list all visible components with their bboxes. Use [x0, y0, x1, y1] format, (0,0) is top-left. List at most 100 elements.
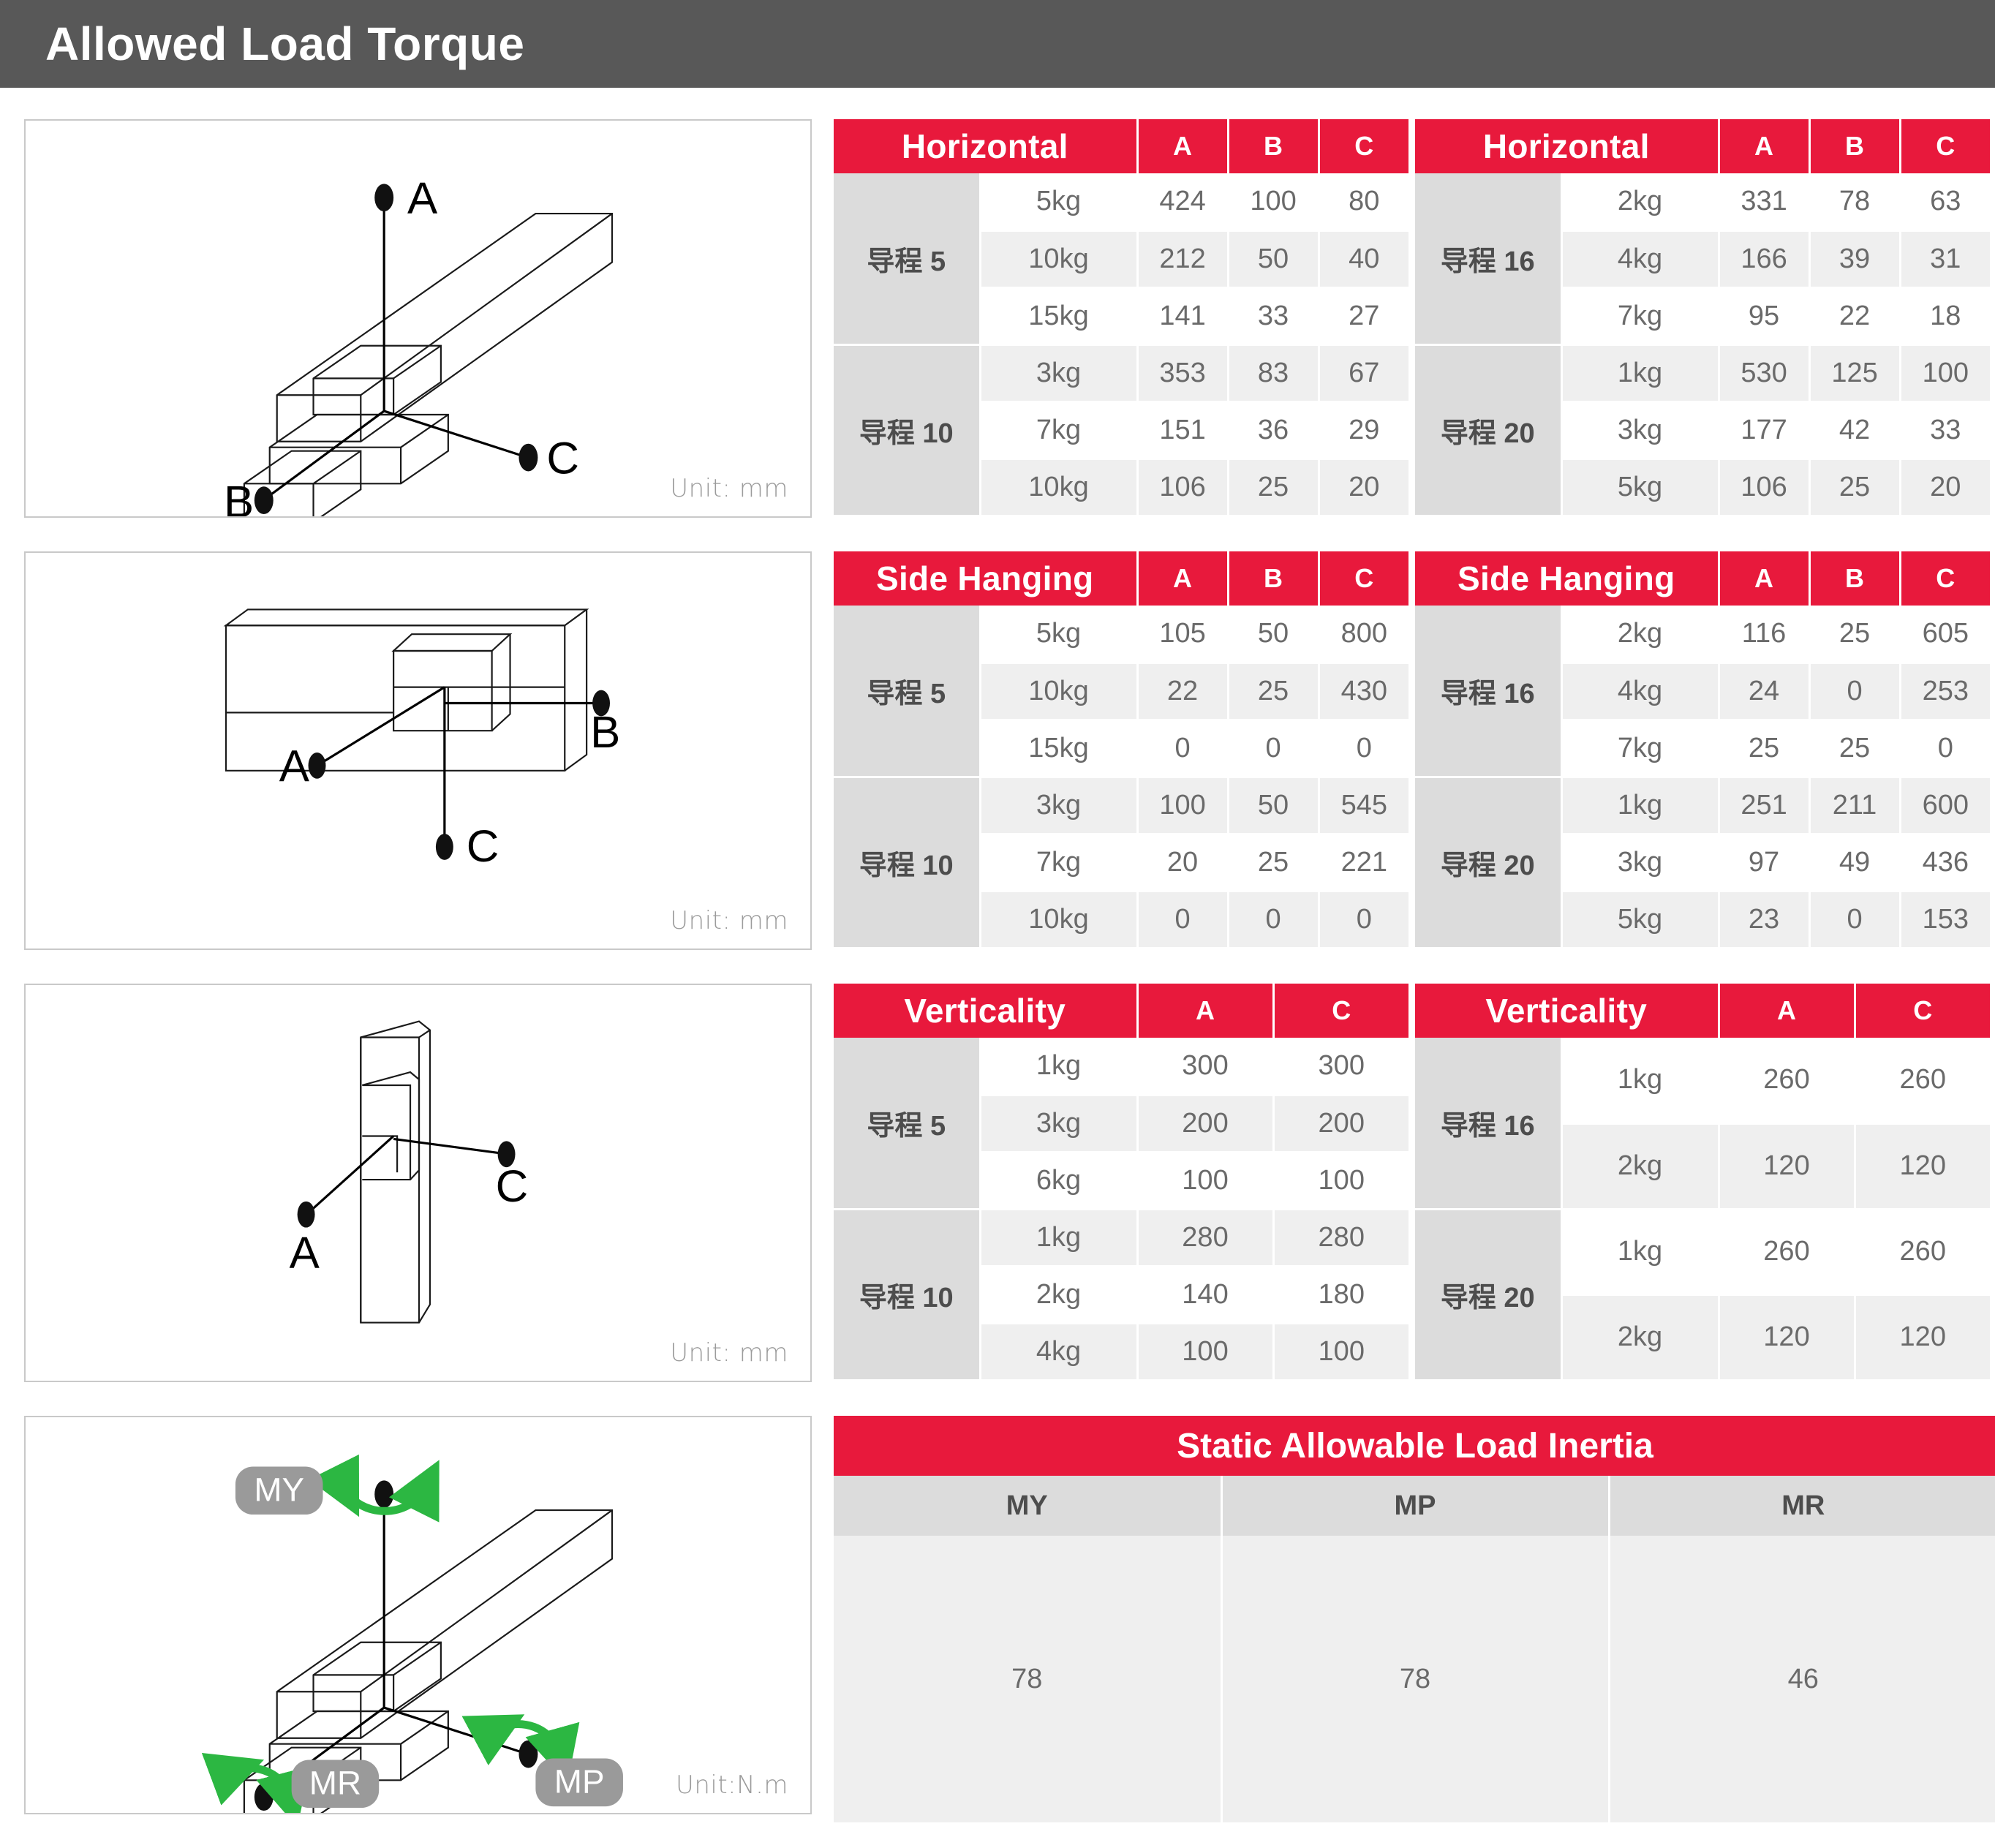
lead-group-label: 导程 10 — [834, 1209, 981, 1381]
cell-b: 25 — [1228, 663, 1320, 721]
inertia-value-my: 78 — [834, 1536, 1223, 1822]
table-row: 10kg 0 0 0 — [834, 891, 1409, 949]
cell-c: 260 — [1855, 1038, 1990, 1125]
cell-a: 100 — [1137, 777, 1229, 835]
axis-marker-mr — [254, 1783, 274, 1811]
table-header-row: Verticality A C — [834, 984, 1408, 1038]
side-hanging-tables-row: Side Hanging A B C 导程 5 5kg 105 50 800 10kg 22 25 43… — [834, 551, 1995, 950]
load-value: 15kg — [980, 287, 1139, 346]
table-row: 7kg 95 22 18 — [1415, 287, 1991, 346]
cell-a: 251 — [1719, 777, 1811, 835]
table-title-verticality-lead-16-20: Verticality — [1415, 984, 1720, 1038]
table-row: 2kg 120 120 — [1415, 1294, 1990, 1381]
cell-c: 436 — [1900, 834, 1991, 892]
table-row: 导程 10 1kg 280 280 — [834, 1209, 1408, 1381]
side-hanging-drawing: A B C — [223, 608, 620, 872]
table-row: 导程 20 1kg 530 125 100 — [1415, 344, 1991, 517]
column-header-c: C — [1900, 551, 1991, 606]
sheet-body: A C B Unit: mm — [0, 88, 1995, 1822]
cell-a: 100 — [1137, 1323, 1275, 1381]
table-header-row: Horizontal A B C — [834, 119, 1409, 173]
axis-marker-b — [254, 486, 274, 515]
cell-a: 300 — [1137, 1038, 1275, 1096]
column-header-c: C — [1855, 984, 1990, 1038]
cell-c: 0 — [1900, 720, 1991, 778]
cell-c: 40 — [1319, 230, 1409, 289]
cell-a: 20 — [1137, 834, 1229, 892]
lead-group-label: 导程 5 — [834, 173, 981, 346]
lead-group-label: 导程 5 — [834, 1038, 981, 1210]
horizontal-lead-16-20-table: Horizontal A B C 导程 16 2kg 331 78 63 4kg 166 39 31 7k… — [1415, 119, 1991, 517]
moment-label-mp-text: MP — [554, 1762, 605, 1800]
cell-c: 31 — [1900, 230, 1991, 289]
table-row: 2kg 120 120 — [1415, 1123, 1990, 1210]
load-value: 6kg — [980, 1152, 1139, 1210]
cell-b: 49 — [1809, 834, 1901, 892]
column-header-b: B — [1809, 119, 1901, 173]
axis-marker-a — [297, 1201, 315, 1228]
cell-b: 125 — [1809, 344, 1901, 403]
table-row: 5kg 23 0 153 — [1415, 891, 1991, 949]
lead-group-label: 导程 5 — [834, 606, 981, 778]
cell-a: 530 — [1719, 344, 1811, 403]
axis-label-a: A — [407, 173, 437, 224]
cell-b: 25 — [1809, 606, 1901, 664]
axis-marker-c — [497, 1141, 516, 1168]
horizontal-mount-drawing: A C B — [224, 173, 614, 516]
load-value: 2kg — [1561, 1123, 1720, 1210]
cell-b: 50 — [1228, 230, 1320, 289]
lead-group-label: 导程 20 — [1415, 1209, 1563, 1381]
load-value: 2kg — [1561, 173, 1720, 232]
cell-a: 22 — [1137, 663, 1229, 721]
lead-group-label: 导程 20 — [1415, 777, 1563, 949]
table-row: 导程 5 5kg 424 100 80 — [834, 173, 1409, 346]
load-value: 5kg — [980, 173, 1139, 232]
axis-marker-c — [518, 443, 538, 472]
axis-marker-a — [308, 752, 326, 779]
column-header-a: A — [1137, 984, 1275, 1038]
cell-b: 0 — [1228, 720, 1320, 778]
axis-label-c: C — [546, 434, 579, 484]
table-row: 5kg 106 25 20 — [1415, 459, 1991, 517]
cell-a: 166 — [1719, 230, 1811, 289]
cell-c: 100 — [1273, 1323, 1408, 1381]
horizontal-lead-5-10-table: Horizontal A B C 导程 5 5kg 424 100 80 10kg 212 50 40 1… — [834, 119, 1409, 517]
load-value: 7kg — [1561, 287, 1720, 346]
cell-a: 106 — [1137, 459, 1229, 517]
table-header-row: Horizontal A B C — [1415, 119, 1991, 173]
side-hanging-mount-diagram: A B C Unit: mm — [24, 551, 812, 950]
cell-c: 100 — [1273, 1152, 1408, 1210]
column-header-c: C — [1319, 551, 1409, 606]
load-value: 3kg — [980, 777, 1139, 835]
load-value: 10kg — [980, 663, 1139, 721]
load-value: 10kg — [980, 459, 1139, 517]
page-header: Allowed Load Torque — [0, 0, 1995, 88]
column-header-a: A — [1137, 119, 1229, 173]
table-row: 4kg 166 39 31 — [1415, 230, 1991, 289]
cell-c: 29 — [1319, 401, 1409, 460]
load-value: 4kg — [980, 1323, 1139, 1381]
table-title-side-hanging-lead-5-10: Side Hanging — [834, 551, 1139, 606]
column-header-b: B — [1809, 551, 1901, 606]
table-row: 7kg 25 25 0 — [1415, 720, 1991, 778]
cell-c: 20 — [1319, 459, 1409, 517]
axis-label-a: A — [290, 1228, 320, 1278]
inertia-title: Static Allowable Load Inertia — [834, 1416, 1995, 1476]
table-row: 10kg 106 25 20 — [834, 459, 1409, 517]
column-header-a: A — [1137, 551, 1229, 606]
cell-c: 67 — [1319, 344, 1409, 403]
axis-marker-my — [374, 1480, 394, 1509]
cell-c: 300 — [1273, 1038, 1408, 1096]
table-title-horizontal-lead-5-10: Horizontal — [834, 119, 1139, 173]
cell-a: 95 — [1719, 287, 1811, 346]
cell-b: 0 — [1809, 663, 1901, 721]
load-value: 1kg — [980, 1209, 1139, 1267]
load-value: 1kg — [1561, 1038, 1720, 1125]
cell-a: 141 — [1137, 287, 1229, 346]
lead-group-label: 导程 10 — [834, 344, 981, 517]
cell-c: 33 — [1900, 401, 1991, 460]
cell-c: 545 — [1319, 777, 1409, 835]
load-value: 7kg — [980, 834, 1139, 892]
inertia-value-mp: 78 — [1221, 1536, 1610, 1822]
cell-c: 153 — [1900, 891, 1991, 949]
